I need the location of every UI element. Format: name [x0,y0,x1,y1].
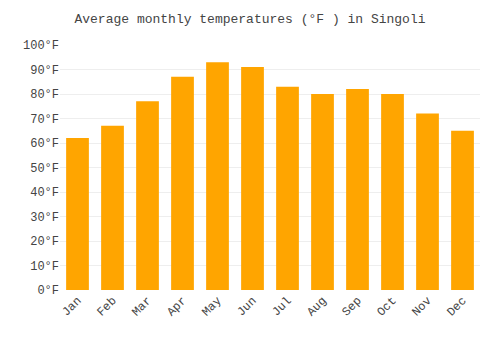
svg-text:100°F: 100°F [23,39,59,53]
svg-text:80°F: 80°F [30,88,59,102]
svg-text:Dec: Dec [444,294,469,319]
svg-text:Nov: Nov [409,294,434,319]
svg-text:70°F: 70°F [30,113,59,127]
svg-text:Jan: Jan [59,294,84,319]
svg-text:30°F: 30°F [30,211,59,225]
svg-text:0°F: 0°F [37,284,59,298]
svg-text:Apr: Apr [164,294,189,319]
svg-text:40°F: 40°F [30,186,59,200]
svg-text:Average monthly temperatures (: Average monthly temperatures (°F ) in Si… [74,12,425,27]
svg-text:10°F: 10°F [30,260,59,274]
svg-text:20°F: 20°F [30,235,59,249]
svg-text:May: May [199,294,224,319]
svg-text:Jul: Jul [269,294,294,319]
svg-text:60°F: 60°F [30,137,59,151]
svg-text:50°F: 50°F [30,162,59,176]
svg-text:90°F: 90°F [30,64,59,78]
svg-text:Aug: Aug [304,294,329,319]
svg-text:Sep: Sep [339,294,364,319]
svg-text:Feb: Feb [94,294,119,319]
svg-text:Mar: Mar [129,294,154,319]
svg-text:Jun: Jun [234,294,259,319]
svg-text:Oct: Oct [374,294,399,319]
